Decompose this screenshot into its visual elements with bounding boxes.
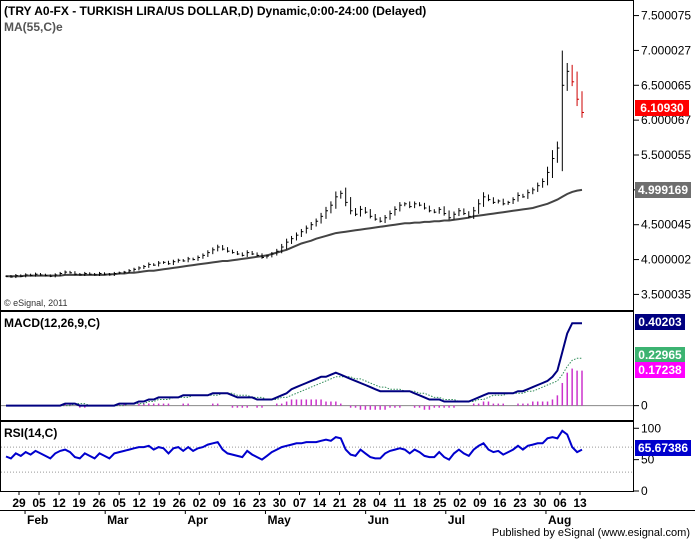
- signal-last-badge: [635, 347, 685, 363]
- last-close-value: 6.10930: [640, 101, 684, 115]
- price-tick-label: 3.500035: [641, 287, 691, 301]
- price-tick-label: 6.500065: [641, 78, 691, 92]
- macd-panel-frame: [0, 311, 634, 421]
- macd-last-value: 0.40203: [638, 315, 682, 329]
- x-tick-label: 30: [533, 496, 547, 510]
- macd-axis: 0: [634, 399, 648, 413]
- rsi-tick-label: 50: [641, 453, 655, 467]
- ma-label: MA(55,C)e: [4, 20, 63, 34]
- rsi-tick-label: 0: [641, 484, 648, 498]
- macd-signal-line: [6, 357, 582, 407]
- x-tick-label: 23: [253, 496, 267, 510]
- x-tick-label: 12: [133, 496, 147, 510]
- rsi-guides: [1, 446, 633, 473]
- rsi-tick-label: 100: [641, 421, 661, 435]
- x-tick-label: 23: [513, 496, 527, 510]
- x-tick-label: 05: [112, 496, 126, 510]
- x-tick-label: 19: [153, 496, 167, 510]
- x-tick-label: 16: [493, 496, 507, 510]
- signal-last-value: 0.22965: [638, 348, 682, 362]
- price-tick-label: 5.500055: [641, 148, 691, 162]
- macd-tick-label: 0: [641, 399, 648, 413]
- macd-path: [6, 322, 582, 407]
- x-tick-label: 28: [353, 496, 367, 510]
- month-label: Feb: [27, 513, 48, 527]
- macd-signal-path: [6, 357, 582, 407]
- x-tick-label: 30: [273, 496, 287, 510]
- price-tick-label: 4.500045: [641, 218, 691, 232]
- copyright-note: © eSignal, 2011: [4, 298, 68, 308]
- x-tick-label: 12: [52, 496, 66, 510]
- x-tick-label: 07: [293, 496, 307, 510]
- x-tick-label: 06: [553, 496, 567, 510]
- month-label: Aug: [548, 513, 571, 527]
- chart-title: (TRY A0-FX - TURKISH LIRA/US DOLLAR,D) D…: [4, 4, 426, 18]
- x-axis: 29 05 12 19 26 05 12 19 26 02 09 16 23 30 07 14 21 28 04 11…: [12, 491, 587, 527]
- x-tick-label: 26: [173, 496, 187, 510]
- ma55-line: [6, 188, 583, 278]
- x-tick-label: 04: [373, 496, 387, 510]
- x-tick-label: 16: [233, 496, 247, 510]
- month-label: May: [267, 513, 291, 527]
- rsi-line: [5, 429, 583, 461]
- rsi-axis: 100 50 0: [634, 421, 661, 498]
- x-tick-label: 26: [92, 496, 106, 510]
- x-tick-label: 25: [433, 496, 447, 510]
- price-tick-label: 4.000002: [641, 253, 691, 267]
- ma-last-badge: [635, 182, 691, 198]
- price-bars: [5, 50, 584, 279]
- x-tick-label: 02: [453, 496, 467, 510]
- macd-histogram: [64, 368, 583, 410]
- hist-last-value: 0.17238: [638, 363, 682, 377]
- ma55-path: [6, 188, 583, 278]
- price-axis: 7.500075 7.000027 6.500065 6.000067 5.500055…: [634, 9, 691, 301]
- x-tick-label: 21: [333, 496, 347, 510]
- month-label: Mar: [107, 513, 129, 527]
- x-tick-label: 14: [313, 496, 327, 510]
- rsi-path: [5, 429, 583, 461]
- x-tick-label: 11: [393, 496, 406, 510]
- x-tick-label: 09: [213, 496, 227, 510]
- month-label: Jun: [368, 513, 389, 527]
- x-tick-label: 18: [413, 496, 427, 510]
- hist-last-badge: [635, 362, 685, 378]
- x-tick-label: 19: [72, 496, 86, 510]
- x-tick-label: 29: [12, 496, 26, 510]
- rsi-last-value: 65.67386: [638, 441, 688, 455]
- ma-last-value: 4.999169: [638, 183, 688, 197]
- macd-line: [6, 322, 582, 407]
- publisher-note: Published by eSignal (www.esignal.com): [492, 527, 690, 539]
- x-tick-label: 05: [32, 496, 46, 510]
- month-label: Jul: [448, 513, 465, 527]
- price-tick-label: 6.000067: [641, 113, 691, 127]
- macd-last-badge: [635, 314, 685, 330]
- x-tick-label: 09: [473, 496, 487, 510]
- price-panel-frame: [0, 0, 634, 311]
- macd-label: MACD(12,26,9,C): [4, 316, 100, 330]
- price-tick-label: 7.500075: [641, 9, 691, 23]
- rsi-label: RSI(14,C): [4, 426, 57, 440]
- rsi-last-badge: [635, 440, 691, 456]
- x-tick-label: 13: [573, 496, 587, 510]
- rsi-panel-frame: [0, 421, 634, 492]
- last-close-badge: [635, 100, 689, 116]
- x-tick-label: 02: [193, 496, 207, 510]
- price-tick-label: 7.000027: [641, 43, 691, 57]
- month-label: Apr: [187, 513, 208, 527]
